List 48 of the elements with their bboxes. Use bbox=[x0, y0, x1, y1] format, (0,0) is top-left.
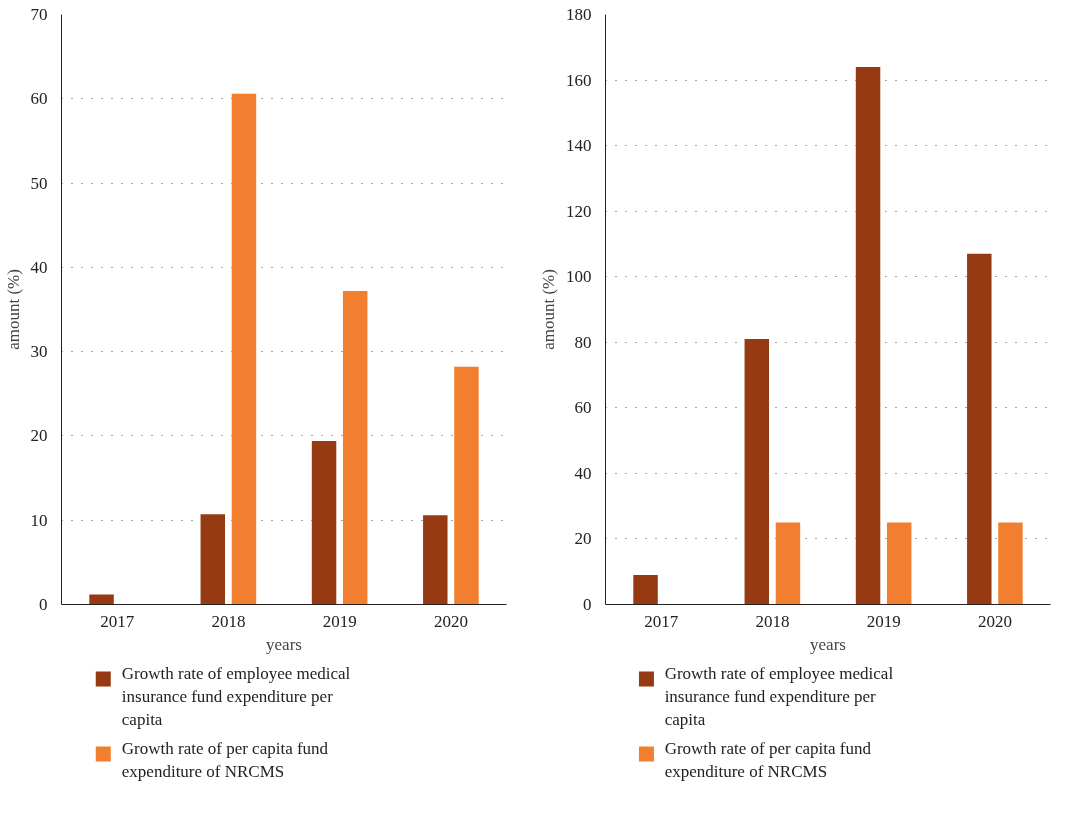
x-tick-label: 2017 bbox=[100, 611, 135, 631]
y-tick-label: 0 bbox=[583, 595, 592, 614]
y-tick-label: 60 bbox=[30, 89, 48, 109]
legend-label: Growth rate of per capita fund expenditure of NRCMS bbox=[121, 739, 329, 781]
bar bbox=[311, 440, 337, 605]
y-tick-label: 40 bbox=[30, 257, 48, 277]
x-tick-label: 2020 bbox=[433, 611, 468, 631]
y-tick-label: 140 bbox=[566, 136, 592, 156]
bar bbox=[998, 522, 1023, 605]
x-axis-title: years bbox=[266, 634, 302, 654]
legend-label: Growth rate of employee medical insurance fund expenditure per capita bbox=[664, 664, 894, 729]
y-tick-label: 60 bbox=[574, 398, 592, 418]
x-tick-label: 2018 bbox=[755, 611, 790, 631]
legend-label: Growth rate of per capita fund expenditure of NRCMS bbox=[664, 739, 872, 781]
bar bbox=[775, 522, 801, 605]
y-tick-label: 180 bbox=[566, 5, 592, 24]
y-tick-label: 100 bbox=[566, 267, 592, 287]
x-tick-label: 2017 bbox=[644, 611, 679, 631]
bar bbox=[423, 515, 448, 605]
y-tick-label: 30 bbox=[30, 342, 48, 362]
bar bbox=[633, 575, 658, 605]
y-tick-label: 50 bbox=[30, 173, 48, 193]
x-tick-label: 2019 bbox=[322, 611, 357, 631]
y-axis-title: amount (%) bbox=[539, 269, 558, 350]
y-tick-label: 0 bbox=[39, 595, 48, 614]
y-tick-label: 80 bbox=[574, 332, 592, 352]
bar bbox=[855, 66, 881, 605]
bar bbox=[967, 253, 992, 605]
y-tick-label: 10 bbox=[30, 510, 48, 530]
y-axis-title: amount (%) bbox=[3, 269, 23, 350]
bar bbox=[454, 366, 479, 605]
bar bbox=[89, 594, 114, 605]
bar bbox=[231, 93, 257, 605]
y-tick-label: 120 bbox=[566, 201, 592, 221]
bar bbox=[744, 339, 770, 605]
y-tick-label: 20 bbox=[30, 426, 48, 446]
x-tick-label: 2018 bbox=[211, 611, 246, 631]
bar bbox=[200, 514, 226, 605]
x-tick-label: 2019 bbox=[866, 611, 901, 631]
x-axis-title: years bbox=[810, 634, 846, 654]
y-tick-label: 70 bbox=[30, 5, 48, 24]
x-tick-label: 2020 bbox=[977, 611, 1012, 631]
y-tick-label: 40 bbox=[574, 463, 592, 483]
y-tick-label: 20 bbox=[574, 529, 592, 549]
bar bbox=[342, 290, 368, 605]
y-tick-label: 160 bbox=[566, 70, 592, 90]
legend-label: Growth rate of employee medical insurance fund expenditure per capita bbox=[121, 664, 351, 729]
bar bbox=[886, 522, 912, 605]
